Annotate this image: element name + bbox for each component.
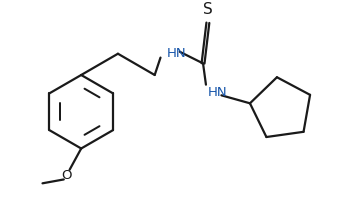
Text: S: S [203, 2, 213, 17]
Text: HN: HN [208, 86, 228, 99]
Text: HN: HN [166, 47, 186, 60]
Text: O: O [62, 169, 72, 182]
